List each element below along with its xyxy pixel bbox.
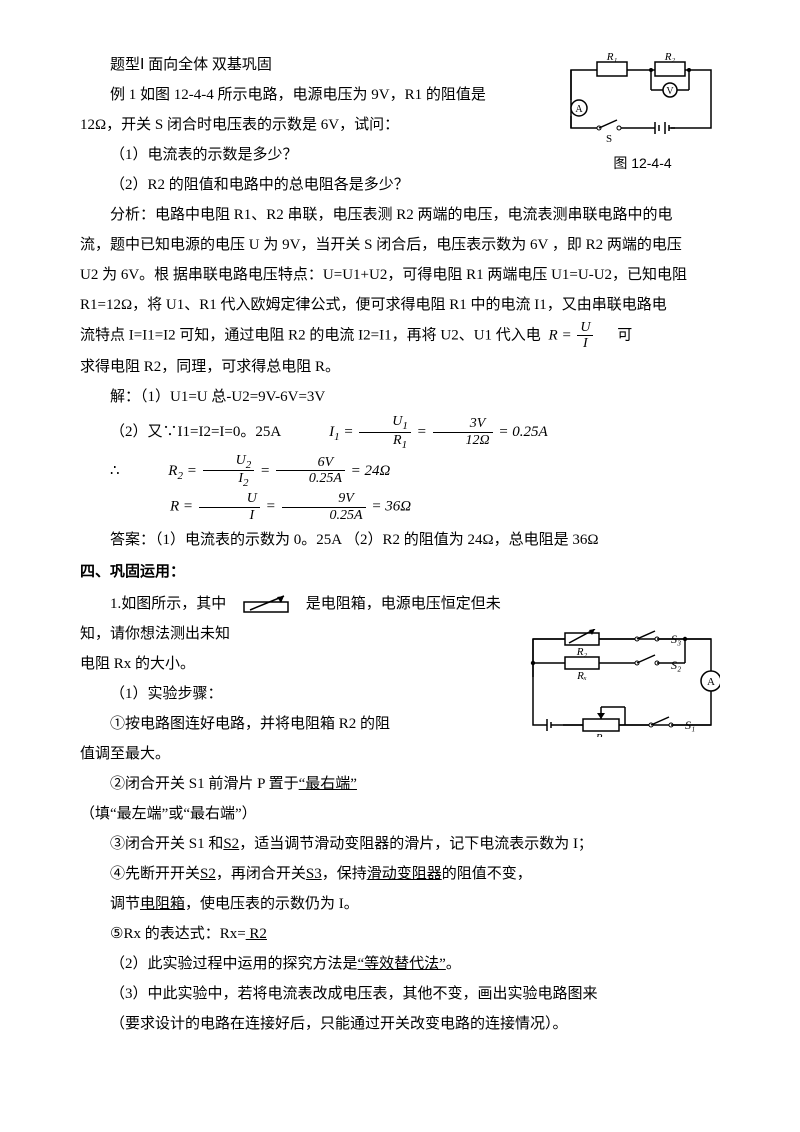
blank-rx-expr: R2	[246, 926, 267, 942]
analysis-l3: U2 为 6V。根 据串联电路电压特点：U=U1+U2，可得电阻 R1 两端电压…	[80, 260, 720, 290]
analysis-l1: 分析：电路中电阻 R1、R2 串联，电压表测 R2 两端的电压，电流表测串联电路…	[80, 200, 720, 230]
voltmeter-label: V	[666, 86, 674, 97]
step2a: ②闭合开关 S1 前滑片 P 置于“最右端”	[80, 769, 720, 799]
step1b: 值调至最大。	[80, 739, 720, 769]
analysis-l2: 流，题中已知电源的电压 U 为 9V，当开关 S 闭合后，电压表示数为 6V ，…	[80, 230, 720, 260]
solution-eq2: ∴ R2 = U2I2 = 6V0.25A = 24Ω	[80, 453, 720, 490]
r2-label: R₂	[664, 52, 676, 63]
step6: ⑤Rx 的表达式：Rx= R2	[80, 919, 720, 949]
solution-s2: （2）又∵I1=I2=I=0。25A I1 = U1R1 = 3V12Ω = 0…	[80, 414, 720, 451]
analysis-l4a: R1=12Ω，将 U1、R1 代入欧姆定律公式，便可求得电阻 R1 中的电流 I…	[80, 290, 720, 320]
solution-s1: 解：（1）U1=U 总-U2=9V-6V=3V	[80, 382, 720, 412]
s2-pre: （2）又∵I1=I2=I=0。25A	[110, 424, 295, 440]
solution-eq3: R = UI = 9V0.25A = 36Ω	[80, 491, 720, 523]
step5: 调节电阻箱，使电压表的示数仍为 I。	[80, 889, 720, 919]
blank-s2: S2	[223, 836, 239, 852]
blank-resbox: 电阻箱	[140, 896, 185, 912]
formula-R-eq-U-over-I: R = UI	[549, 320, 596, 352]
blank-method: “等效替代法”	[358, 956, 446, 972]
circuit-diagram-2: R₂ S₃ Rₓ S₂ A	[525, 629, 720, 737]
step4: ④先断开开关S2，再闭合开关S3，保持滑动变阻器的阻值不变，	[80, 859, 720, 889]
blank-s2-b: S2	[200, 866, 216, 882]
circuit-diagram-1: R₁ R₂ V A S	[565, 52, 720, 147]
r2-box-label: R₂	[576, 646, 588, 658]
blank-rheostat: 滑动变阻器	[367, 866, 442, 882]
resistance-box-icon	[238, 594, 294, 616]
r1-label: R₁	[606, 52, 618, 63]
analysis-l4b-post: 可	[617, 327, 632, 343]
switch-label: S	[606, 133, 612, 145]
rx-label: Rₓ	[576, 670, 587, 682]
analysis-l4b: 流特点 I=I1=I2 可知，通过电阻 R2 的电流 I2=I1，再将 U2、U…	[80, 320, 720, 352]
section-4-heading: 四、巩固运用：	[80, 557, 720, 587]
blank-rightmost: “最右端”	[299, 776, 357, 792]
analysis-l5: 求得电阻 R2，同理，可求得总电阻 R。	[80, 352, 720, 382]
figure-caption: 图 12-4-4	[565, 149, 720, 177]
analysis-l4b-pre: 流特点 I=I1=I2 可知，通过电阻 R2 的电流 I2=I1，再将 U2、U…	[80, 327, 541, 343]
s2-label: S₂	[671, 658, 681, 672]
ammeter-label: A	[575, 104, 583, 115]
answer-line: 答案：（1）电流表的示数为 0。25A （2）R2 的阻值为 24Ω，总电阻是 …	[80, 525, 720, 555]
blank-s3: S3	[306, 866, 322, 882]
method3: （3）中此实验中，若将电流表改成电压表，其他不变，画出实验电路图来	[80, 979, 720, 1009]
ammeter2-label: A	[707, 676, 715, 688]
method2: （2）此实验过程中运用的探究方法是“等效替代法”。	[80, 949, 720, 979]
figure-12-4-4: R₁ R₂ V A S 图 12-4-4	[565, 52, 720, 177]
step3: ③闭合开关 S1 和S2，适当调节滑动变阻器的滑片，记下电流表示数为 I；	[80, 829, 720, 859]
figure-circuit-2: R₂ S₃ Rₓ S₂ A	[525, 629, 720, 737]
r1-rheostat-label: R₁	[595, 732, 607, 737]
step2b: （填“最左端”或“最右端”）	[80, 799, 720, 829]
method4: （要求设计的电路在连接好后，只能通过开关改变电路的连接情况）。	[80, 1009, 720, 1039]
q1-line1a: 1.如图所示，其中	[110, 596, 226, 612]
